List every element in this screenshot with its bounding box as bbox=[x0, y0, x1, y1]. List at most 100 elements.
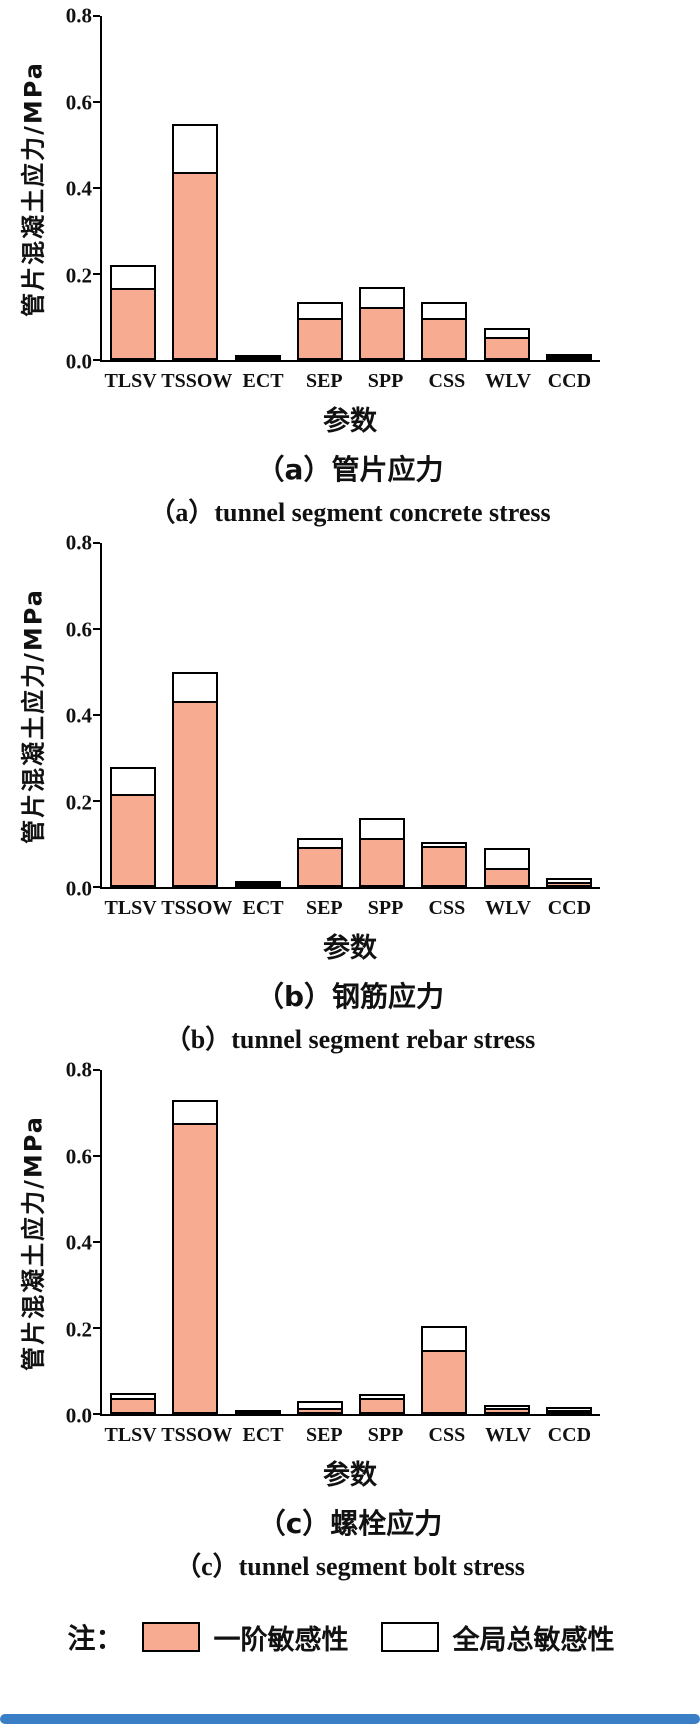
bar-first-order-ect bbox=[236, 356, 279, 358]
bar-first-order-tssow bbox=[174, 172, 217, 358]
bar-first-order-tlsv bbox=[112, 288, 155, 358]
bar-first-order-css bbox=[423, 317, 466, 358]
y-tick-mark bbox=[93, 187, 100, 189]
bar-cell-tlsv bbox=[102, 543, 164, 887]
bar-first-order-wlv bbox=[485, 1408, 528, 1412]
x-tick-label-ect: ECT bbox=[242, 370, 284, 392]
chart-c-plot-area bbox=[93, 1069, 600, 1416]
bar-cell-spp bbox=[351, 16, 413, 360]
chart-b-plot-area bbox=[93, 542, 600, 889]
x-tick-label-css: CSS bbox=[428, 370, 466, 392]
x-axis-label: 参数 bbox=[323, 933, 377, 964]
x-tick-label-tlsv: TLSV bbox=[104, 1424, 157, 1446]
y-tick-mark bbox=[93, 886, 100, 888]
bar-cell-tlsv bbox=[102, 1070, 164, 1414]
chart-a-title-cn: （a）管片应力 bbox=[256, 453, 444, 486]
bar-total-css bbox=[421, 1325, 468, 1414]
chart-a-plot-area bbox=[93, 15, 600, 362]
chart-b-plot-row: 管片混凝土应力/MPa 0.0 0.2 0.4 0.6 0.8 bbox=[0, 532, 700, 899]
note-label: 注： bbox=[67, 1622, 124, 1655]
y-tick-mark bbox=[93, 714, 100, 716]
bar-cell-sep bbox=[289, 1070, 351, 1414]
y-tick-label: 0.4 bbox=[65, 176, 92, 201]
bar-cell-ccd bbox=[538, 543, 600, 887]
bar-total-css bbox=[421, 841, 468, 887]
bar-cell-css bbox=[413, 543, 475, 887]
y-tick-label: 0.8 bbox=[65, 530, 92, 555]
y-tick-mark bbox=[93, 15, 100, 17]
x-tick-label-ect: ECT bbox=[242, 1424, 284, 1446]
y-tick-mark bbox=[93, 1327, 100, 1329]
x-axis-label: 参数 bbox=[323, 406, 377, 437]
bar-total-ect bbox=[234, 880, 281, 887]
bar-total-spp bbox=[359, 1393, 406, 1414]
x-tick-label-ccd: CCD bbox=[547, 897, 592, 919]
bar-first-order-sep bbox=[298, 847, 341, 885]
bar-cell-spp bbox=[351, 543, 413, 887]
x-tick-label-css: CSS bbox=[428, 897, 466, 919]
chart-c-y-axis-ticks: 0.0 0.2 0.4 0.6 0.8 bbox=[52, 1059, 100, 1426]
bar-cell-css bbox=[413, 16, 475, 360]
legend: 注： 一阶敏感性 全局总敏感性 bbox=[0, 1617, 700, 1657]
bar-cell-wlv bbox=[476, 543, 538, 887]
bar-first-order-spp bbox=[361, 307, 404, 358]
x-tick-label-ccd: CCD bbox=[547, 370, 592, 392]
y-tick-label: 0.8 bbox=[65, 1057, 92, 1082]
x-tick-label-sep: SEP bbox=[305, 1424, 343, 1446]
y-tick-mark bbox=[93, 542, 100, 544]
y-tick-mark bbox=[93, 1069, 100, 1071]
x-tick-label-tssow: TSSOW bbox=[161, 1424, 233, 1446]
bar-cell-css bbox=[413, 1070, 475, 1414]
bar-cell-ect bbox=[227, 16, 289, 360]
chart-a-plot-row: 管片混凝土应力/MPa 0.0 0.2 0.4 0.6 0.8 bbox=[0, 5, 700, 372]
y-tick-mark bbox=[93, 1413, 100, 1415]
y-tick-mark bbox=[93, 359, 100, 361]
bar-total-tssow bbox=[172, 123, 219, 360]
x-tick-label-tlsv: TLSV bbox=[104, 897, 157, 919]
bar-cell-tssow bbox=[164, 16, 226, 360]
chart-b-title-cn: （b）钢筋应力 bbox=[255, 980, 445, 1013]
y-tick-label: 0.4 bbox=[65, 1230, 92, 1255]
bar-total-ccd bbox=[545, 1407, 592, 1414]
x-tick-label-ccd: CCD bbox=[547, 1424, 592, 1446]
bar-total-sep bbox=[296, 301, 343, 360]
y-tick-label: 0.2 bbox=[65, 1317, 92, 1341]
bar-first-order-css bbox=[423, 845, 466, 885]
y-tick-label: 0.6 bbox=[65, 1144, 92, 1168]
chart-c-plot-row: 管片混凝土应力/MPa 0.0 0.2 0.4 0.6 0.8 bbox=[0, 1059, 700, 1426]
y-axis-label: 管片混凝土应力/MPa bbox=[19, 588, 48, 844]
y-tick-label: 0.0 bbox=[65, 1403, 92, 1428]
bar-first-order-tssow bbox=[174, 1123, 217, 1412]
bar-first-order-ccd bbox=[547, 1409, 590, 1412]
bar-first-order-ccd bbox=[547, 881, 590, 885]
bar-first-order-ect bbox=[236, 883, 279, 885]
chart-a-x-axis-ticks: TLSV TSSOW ECT SEP SPP CSS WLV CCD bbox=[100, 362, 600, 393]
bottom-rule bbox=[0, 1714, 700, 1724]
bar-first-order-wlv bbox=[485, 337, 528, 358]
chart-c-title-cn: （c）螺栓应力 bbox=[257, 1507, 443, 1540]
y-tick-label: 0.4 bbox=[65, 703, 92, 728]
x-tick-label-wlv: WLV bbox=[485, 1424, 532, 1446]
chart-c-ylabel-wrap: 管片混凝土应力/MPa bbox=[10, 1070, 52, 1416]
bar-first-order-wlv bbox=[485, 867, 528, 885]
bar-total-wlv bbox=[483, 848, 530, 887]
x-tick-label-spp: SPP bbox=[367, 897, 404, 919]
x-tick-label-spp: SPP bbox=[367, 370, 404, 392]
y-tick-label: 0.2 bbox=[65, 790, 92, 814]
bar-cell-ect bbox=[227, 543, 289, 887]
chart-c-section: 管片混凝土应力/MPa 0.0 0.2 0.4 0.6 0.8 TLSV TSSOW ECT… bbox=[0, 1059, 700, 1583]
y-tick-mark bbox=[93, 101, 100, 103]
y-tick-mark bbox=[93, 1155, 100, 1157]
bar-total-css bbox=[421, 301, 468, 360]
x-tick-label-tlsv: TLSV bbox=[104, 370, 157, 392]
bar-total-wlv bbox=[483, 1404, 530, 1414]
bar-first-order-ccd bbox=[547, 356, 590, 358]
bar-total-tssow bbox=[172, 672, 219, 887]
y-axis-label: 管片混凝土应力/MPa bbox=[19, 1115, 48, 1371]
bar-cell-ccd bbox=[538, 16, 600, 360]
bar-first-order-spp bbox=[361, 838, 404, 885]
bar-first-order-spp bbox=[361, 1398, 404, 1412]
y-tick-mark bbox=[93, 800, 100, 802]
y-tick-mark bbox=[93, 273, 100, 275]
